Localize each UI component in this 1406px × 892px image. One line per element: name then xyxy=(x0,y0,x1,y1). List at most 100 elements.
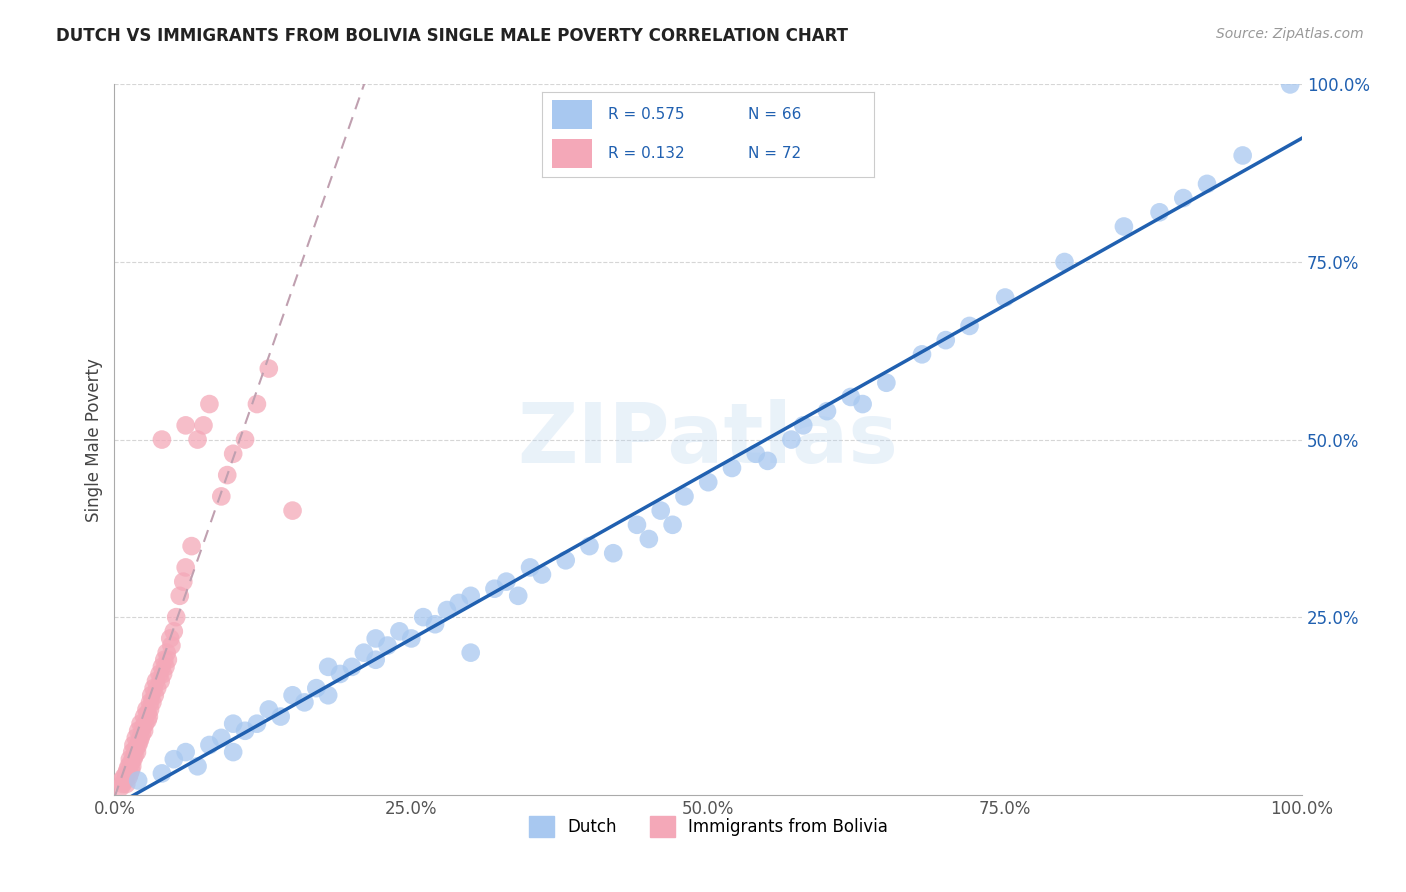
Point xyxy=(246,716,269,731)
Point xyxy=(135,702,157,716)
Point xyxy=(721,461,744,475)
Point xyxy=(217,468,239,483)
Point xyxy=(110,773,132,788)
Point xyxy=(163,624,186,639)
Point xyxy=(141,688,163,702)
Point xyxy=(156,646,179,660)
Point xyxy=(792,418,814,433)
Point xyxy=(257,361,280,376)
Point xyxy=(401,632,423,646)
Point xyxy=(120,756,142,770)
Point xyxy=(460,646,482,660)
Point xyxy=(436,603,458,617)
Point xyxy=(114,773,136,788)
Y-axis label: Single Male Poverty: Single Male Poverty xyxy=(86,358,103,522)
Point xyxy=(122,752,145,766)
Point xyxy=(125,731,148,745)
Point xyxy=(120,763,142,777)
Point xyxy=(305,681,328,695)
Point xyxy=(209,731,232,745)
Point xyxy=(127,723,149,738)
Text: ZIPatlas: ZIPatlas xyxy=(517,399,898,480)
Point xyxy=(198,738,221,752)
Point xyxy=(246,397,269,411)
Point xyxy=(127,738,149,752)
Point xyxy=(131,727,153,741)
Point xyxy=(187,433,209,447)
Point xyxy=(149,674,172,689)
Point xyxy=(233,723,256,738)
Point xyxy=(129,731,152,745)
Point xyxy=(165,610,187,624)
Point xyxy=(125,745,148,759)
Point xyxy=(852,397,875,411)
Point xyxy=(121,759,143,773)
Point xyxy=(423,617,446,632)
Point xyxy=(495,574,517,589)
Point xyxy=(169,589,191,603)
Legend: Dutch, Immigrants from Bolivia: Dutch, Immigrants from Bolivia xyxy=(522,810,894,843)
Point xyxy=(329,667,352,681)
Point xyxy=(911,347,934,361)
Point xyxy=(112,770,135,784)
Point xyxy=(121,745,143,759)
Point xyxy=(554,553,576,567)
Point xyxy=(875,376,897,390)
Point xyxy=(460,589,482,603)
Point xyxy=(316,688,339,702)
Point xyxy=(994,291,1017,305)
Point xyxy=(148,667,170,681)
Point xyxy=(650,503,672,517)
Point xyxy=(364,632,387,646)
Point xyxy=(815,404,838,418)
Point xyxy=(756,454,779,468)
Point xyxy=(139,695,162,709)
Point xyxy=(578,539,600,553)
Point xyxy=(132,709,155,723)
Point xyxy=(128,734,150,748)
Point xyxy=(1173,191,1195,205)
Point xyxy=(122,738,145,752)
Point xyxy=(198,397,221,411)
Point xyxy=(132,723,155,738)
Point xyxy=(115,766,138,780)
Point xyxy=(142,681,165,695)
Point xyxy=(281,503,304,517)
Point xyxy=(138,709,160,723)
Point xyxy=(508,589,530,603)
Point xyxy=(281,688,304,702)
Point xyxy=(118,770,141,784)
Point xyxy=(136,713,159,727)
Point xyxy=(150,766,173,780)
Point xyxy=(139,702,162,716)
Point xyxy=(118,766,141,780)
Point xyxy=(150,433,173,447)
Point xyxy=(110,780,132,795)
Point xyxy=(377,639,399,653)
Point xyxy=(257,702,280,716)
Point xyxy=(388,624,411,639)
Point xyxy=(222,745,245,759)
Point xyxy=(316,660,339,674)
Point xyxy=(270,709,292,723)
Point xyxy=(174,745,197,759)
Point xyxy=(187,759,209,773)
Point xyxy=(146,681,169,695)
Point xyxy=(143,688,166,702)
Point xyxy=(153,653,176,667)
Point xyxy=(484,582,506,596)
Point xyxy=(1053,255,1076,269)
Point xyxy=(136,706,159,720)
Point xyxy=(530,567,553,582)
Point xyxy=(353,646,375,660)
Point xyxy=(1232,148,1254,162)
Point xyxy=(1112,219,1135,234)
Point xyxy=(172,574,194,589)
Point xyxy=(150,660,173,674)
Point xyxy=(129,716,152,731)
Point xyxy=(780,433,803,447)
Point xyxy=(745,447,768,461)
Point xyxy=(134,716,156,731)
Point xyxy=(233,433,256,447)
Point xyxy=(125,741,148,756)
